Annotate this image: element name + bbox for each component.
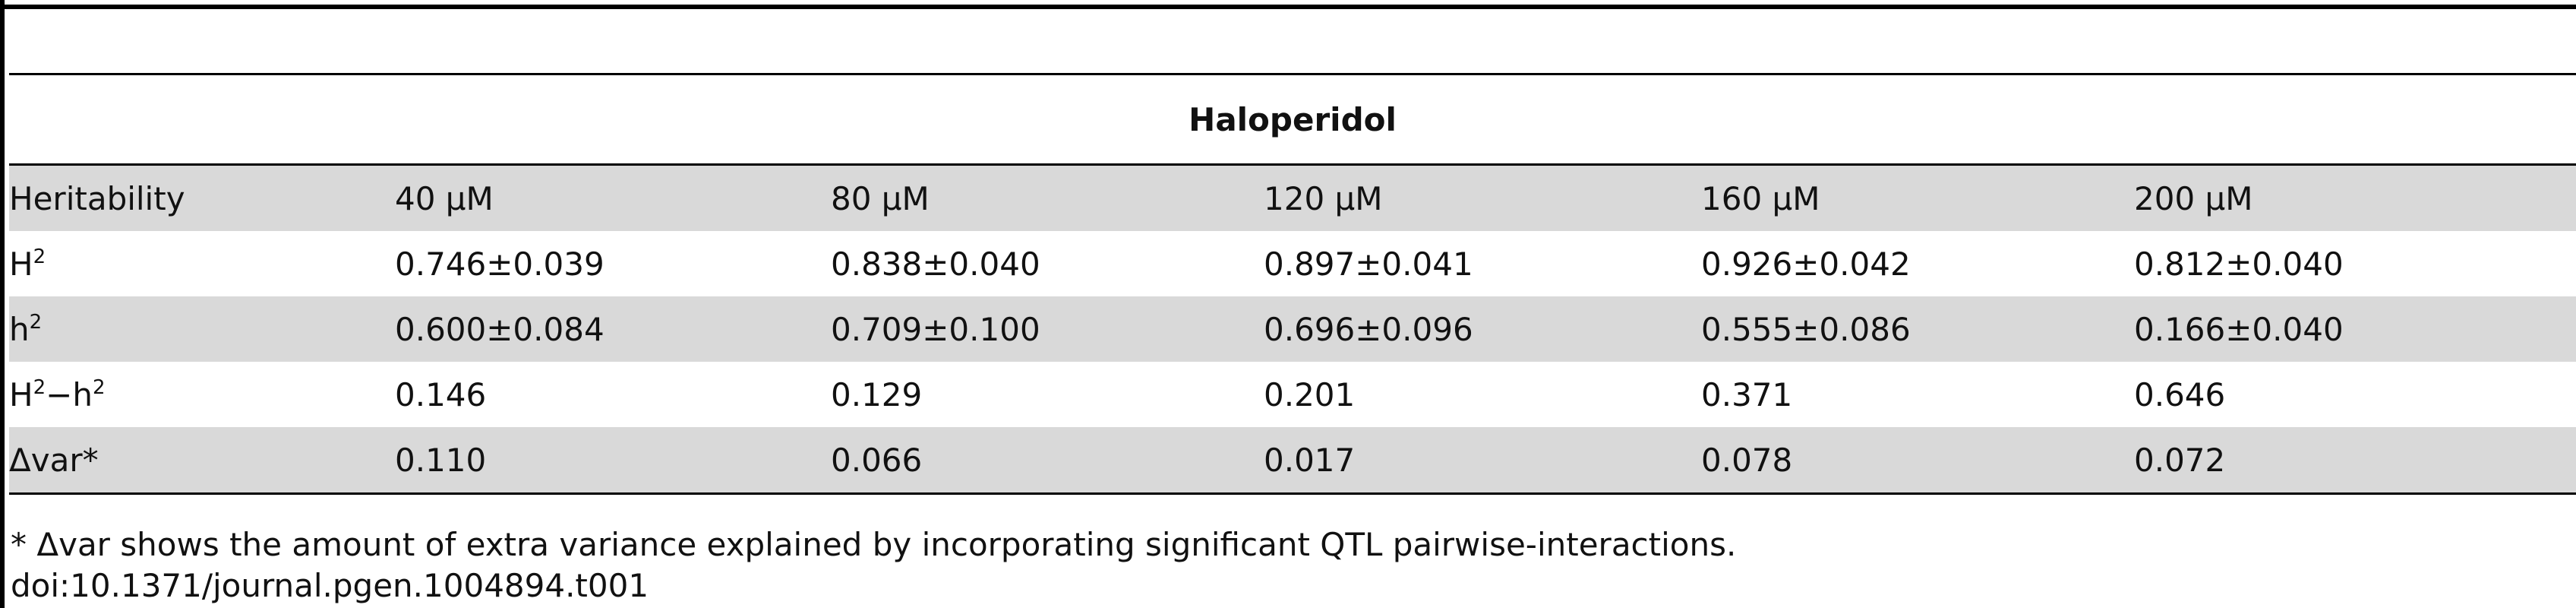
column-header-120uM: 120 μM (1264, 164, 1701, 231)
table-row: Δvar* 0.110 0.066 0.017 0.078 0.072 (9, 427, 2576, 495)
row-label-delta-var: Δvar* (9, 427, 395, 495)
table-cell: 0.201 (1264, 375, 1356, 413)
table-cell: 0.600±0.084 (395, 296, 831, 362)
table-cell: 0.897±0.041 (1264, 245, 1473, 283)
table-cell: 0.166±0.040 (2134, 296, 2576, 362)
table-cell: 0.838±0.040 (831, 245, 1040, 283)
table-cell: 0.146 (395, 375, 487, 413)
table-row: h2 0.600±0.084 0.709±0.100 0.696±0.096 0… (9, 296, 2576, 362)
table-cell: 0.078 (1701, 427, 2134, 495)
row-label-broad-heritability: H2 (9, 245, 46, 283)
table-row: H2−h2 0.146 0.129 0.201 0.371 0.646 (9, 362, 2576, 427)
left-border-rule (0, 0, 5, 608)
table-cell: 0.017 (1264, 427, 1701, 495)
table-footnote: * Δvar shows the amount of extra varianc… (11, 526, 1737, 563)
table-cell: 0.110 (395, 427, 831, 495)
column-header-40uM: 40 μM (395, 164, 831, 231)
table-cell: 0.746±0.039 (395, 245, 605, 283)
table-cell: 0.066 (831, 427, 1264, 495)
heritability-table: Haloperidol Heritability 40 μM 80 μM 120… (9, 73, 2576, 495)
column-header-row: Heritability 40 μM 80 μM 120 μM 160 μM 2… (9, 164, 2576, 231)
column-header-heritability: Heritability (9, 164, 395, 231)
table-cell: 0.072 (2134, 427, 2576, 495)
column-header-80uM: 80 μM (831, 164, 1264, 231)
group-header-haloperidol: Haloperidol (9, 73, 2576, 166)
top-border-rule (0, 5, 2576, 9)
doi-text: doi:10.1371/journal.pgen.1004894.t001 (11, 567, 649, 604)
table-cell: 0.926±0.042 (1701, 245, 1911, 283)
table-cell: 0.696±0.096 (1264, 296, 1701, 362)
heritability-table-container: Haloperidol Heritability 40 μM 80 μM 120… (9, 73, 2576, 495)
table-cell: 0.709±0.100 (831, 296, 1264, 362)
table-row: H2 0.746±0.039 0.838±0.040 0.897±0.041 0… (9, 231, 2576, 296)
table-cell: 0.371 (1701, 375, 1793, 413)
table-cell: 0.646 (2134, 375, 2226, 413)
column-header-160uM: 160 μM (1701, 164, 2134, 231)
row-label-narrow-heritability: h2 (9, 296, 395, 362)
table-cell: 0.812±0.040 (2134, 245, 2344, 283)
row-label-heritability-difference: H2−h2 (9, 375, 106, 413)
column-header-200uM: 200 μM (2134, 164, 2576, 231)
table-cell: 0.129 (831, 375, 923, 413)
table-cell: 0.555±0.086 (1701, 296, 2134, 362)
group-header-row: Haloperidol (9, 73, 2576, 166)
